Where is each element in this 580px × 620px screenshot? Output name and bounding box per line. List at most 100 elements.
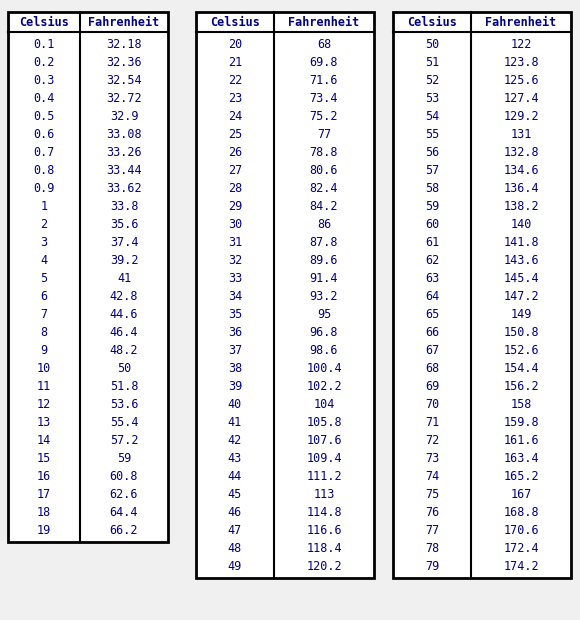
Text: 0.2: 0.2 bbox=[33, 56, 55, 68]
Text: Fahrenheit: Fahrenheit bbox=[288, 16, 360, 29]
Text: 75.2: 75.2 bbox=[310, 110, 338, 123]
Text: 150.8: 150.8 bbox=[503, 326, 539, 339]
Text: 22: 22 bbox=[228, 74, 242, 87]
Text: 3: 3 bbox=[41, 236, 48, 249]
Text: 54: 54 bbox=[425, 110, 439, 123]
Text: 55: 55 bbox=[425, 128, 439, 141]
Text: 32.9: 32.9 bbox=[110, 110, 138, 123]
Text: 87.8: 87.8 bbox=[310, 236, 338, 249]
Text: 140: 140 bbox=[510, 218, 532, 231]
Text: 71.6: 71.6 bbox=[310, 74, 338, 87]
Text: Fahrenheit: Fahrenheit bbox=[88, 16, 160, 29]
Text: 74: 74 bbox=[425, 469, 439, 482]
Text: 33.26: 33.26 bbox=[106, 146, 142, 159]
Text: 32.72: 32.72 bbox=[106, 92, 142, 105]
Text: 78.8: 78.8 bbox=[310, 146, 338, 159]
Text: 66: 66 bbox=[425, 326, 439, 339]
Text: Celsius: Celsius bbox=[407, 16, 457, 29]
Text: 2: 2 bbox=[41, 218, 48, 231]
Text: 86: 86 bbox=[317, 218, 331, 231]
Text: 1: 1 bbox=[41, 200, 48, 213]
Text: 53.6: 53.6 bbox=[110, 397, 138, 410]
Text: 93.2: 93.2 bbox=[310, 290, 338, 303]
Text: 5: 5 bbox=[41, 272, 48, 285]
Text: 65: 65 bbox=[425, 308, 439, 321]
Text: 84.2: 84.2 bbox=[310, 200, 338, 213]
Text: 89.6: 89.6 bbox=[310, 254, 338, 267]
Text: 14: 14 bbox=[37, 433, 51, 446]
Text: 58: 58 bbox=[425, 182, 439, 195]
Text: 62: 62 bbox=[425, 254, 439, 267]
Text: 71: 71 bbox=[425, 415, 439, 428]
Text: 47: 47 bbox=[228, 523, 242, 536]
Text: 43: 43 bbox=[228, 451, 242, 464]
Text: 91.4: 91.4 bbox=[310, 272, 338, 285]
Text: 100.4: 100.4 bbox=[306, 361, 342, 374]
Text: 62.6: 62.6 bbox=[110, 487, 138, 500]
Text: 56: 56 bbox=[425, 146, 439, 159]
Text: 0.6: 0.6 bbox=[33, 128, 55, 141]
Text: 13: 13 bbox=[37, 415, 51, 428]
Text: 168.8: 168.8 bbox=[503, 505, 539, 518]
Text: 156.2: 156.2 bbox=[503, 379, 539, 392]
Text: 42: 42 bbox=[228, 433, 242, 446]
Text: 77: 77 bbox=[425, 523, 439, 536]
Text: 114.8: 114.8 bbox=[306, 505, 342, 518]
Text: 7: 7 bbox=[41, 308, 48, 321]
Text: 36: 36 bbox=[228, 326, 242, 339]
Text: 0.3: 0.3 bbox=[33, 74, 55, 87]
Text: 48.2: 48.2 bbox=[110, 343, 138, 356]
Text: 20: 20 bbox=[228, 37, 242, 50]
Text: 8: 8 bbox=[41, 326, 48, 339]
Text: 158: 158 bbox=[510, 397, 532, 410]
Text: 152.6: 152.6 bbox=[503, 343, 539, 356]
Text: 11: 11 bbox=[37, 379, 51, 392]
Text: 138.2: 138.2 bbox=[503, 200, 539, 213]
Text: 32.54: 32.54 bbox=[106, 74, 142, 87]
Text: 69: 69 bbox=[425, 379, 439, 392]
Text: 48: 48 bbox=[228, 541, 242, 554]
Text: 30: 30 bbox=[228, 218, 242, 231]
Text: 66.2: 66.2 bbox=[110, 523, 138, 536]
Text: 57: 57 bbox=[425, 164, 439, 177]
Text: 46.4: 46.4 bbox=[110, 326, 138, 339]
Text: 127.4: 127.4 bbox=[503, 92, 539, 105]
Text: 21: 21 bbox=[228, 56, 242, 68]
Text: 35: 35 bbox=[228, 308, 242, 321]
Text: 44.6: 44.6 bbox=[110, 308, 138, 321]
Text: 59: 59 bbox=[425, 200, 439, 213]
Text: 132.8: 132.8 bbox=[503, 146, 539, 159]
Text: 96.8: 96.8 bbox=[310, 326, 338, 339]
Text: 131: 131 bbox=[510, 128, 532, 141]
Text: 136.4: 136.4 bbox=[503, 182, 539, 195]
Text: Celsius: Celsius bbox=[19, 16, 69, 29]
Bar bbox=[196, 12, 374, 578]
Text: 37.4: 37.4 bbox=[110, 236, 138, 249]
Text: 161.6: 161.6 bbox=[503, 433, 539, 446]
Text: 35.6: 35.6 bbox=[110, 218, 138, 231]
Text: 0.7: 0.7 bbox=[33, 146, 55, 159]
Text: 141.8: 141.8 bbox=[503, 236, 539, 249]
Text: 129.2: 129.2 bbox=[503, 110, 539, 123]
Text: 72: 72 bbox=[425, 433, 439, 446]
Text: 24: 24 bbox=[228, 110, 242, 123]
Text: 49: 49 bbox=[228, 559, 242, 572]
Text: 165.2: 165.2 bbox=[503, 469, 539, 482]
Text: 120.2: 120.2 bbox=[306, 559, 342, 572]
Text: 52: 52 bbox=[425, 74, 439, 87]
Text: 73.4: 73.4 bbox=[310, 92, 338, 105]
Text: 123.8: 123.8 bbox=[503, 56, 539, 68]
Text: 50: 50 bbox=[425, 37, 439, 50]
Text: 17: 17 bbox=[37, 487, 51, 500]
Text: 4: 4 bbox=[41, 254, 48, 267]
Text: 33.44: 33.44 bbox=[106, 164, 142, 177]
Text: 79: 79 bbox=[425, 559, 439, 572]
Text: 15: 15 bbox=[37, 451, 51, 464]
Text: 0.4: 0.4 bbox=[33, 92, 55, 105]
Text: 37: 37 bbox=[228, 343, 242, 356]
Text: 33.08: 33.08 bbox=[106, 128, 142, 141]
Text: 69.8: 69.8 bbox=[310, 56, 338, 68]
Text: 34: 34 bbox=[228, 290, 242, 303]
Text: 78: 78 bbox=[425, 541, 439, 554]
Text: 60: 60 bbox=[425, 218, 439, 231]
